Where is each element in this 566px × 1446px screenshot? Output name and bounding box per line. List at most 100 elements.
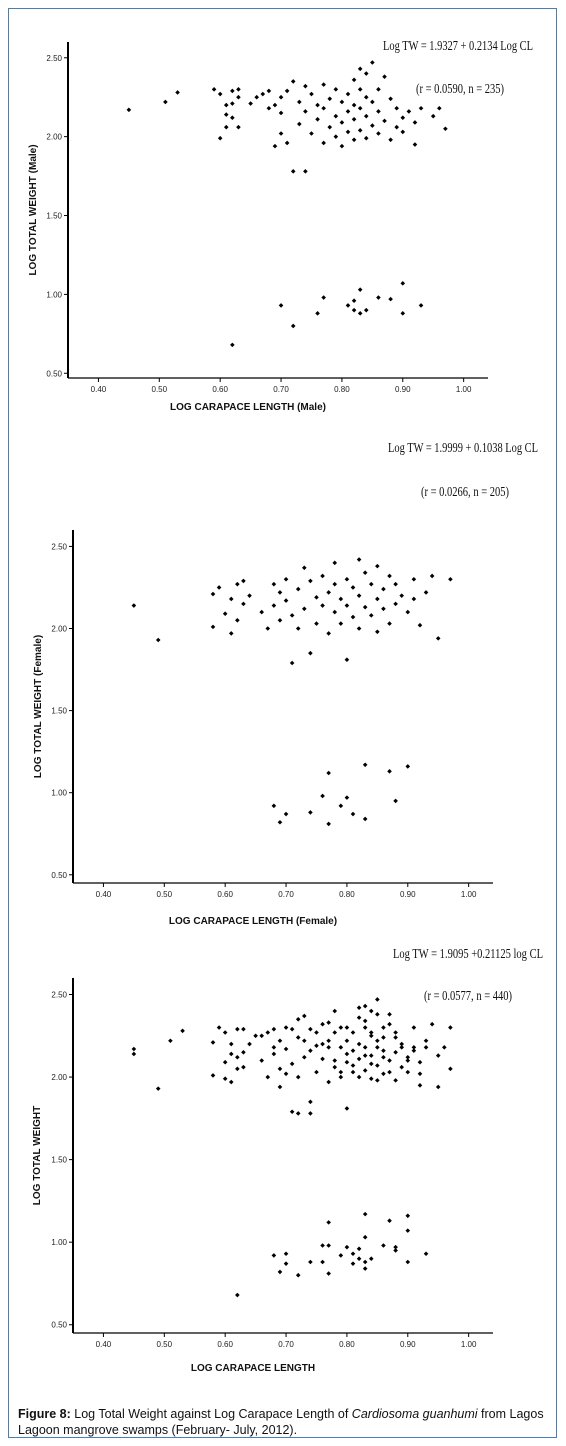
scatter-point (302, 606, 307, 612)
scatter-point (254, 94, 259, 100)
scatter-point (326, 1045, 331, 1050)
figure-caption: Figure 8: Log Total Weight against Log C… (18, 1406, 548, 1438)
scatter-point (332, 1030, 338, 1035)
scatter-point (442, 1045, 447, 1050)
scatter-point (400, 281, 406, 286)
scatter-point (259, 1033, 264, 1039)
scatter-point (405, 609, 411, 615)
scatter-point (417, 1059, 423, 1065)
scatter-point (387, 1058, 392, 1063)
scatter-point (362, 816, 368, 822)
scatter-point (344, 1106, 350, 1111)
y-axis-title: LOG TOTAL WEIGHT (Female) (33, 635, 44, 778)
scatter-point (210, 591, 216, 597)
scatter-point (405, 1069, 411, 1075)
scatter-point (388, 296, 393, 302)
scatter-point (376, 109, 381, 114)
scatter-point (357, 128, 363, 133)
scatter-point (345, 91, 351, 97)
scatter-point (320, 1056, 325, 1062)
scatter-point (320, 1243, 325, 1248)
scatter-point (394, 105, 399, 111)
scatter-point (350, 1261, 356, 1266)
scatter-point (412, 120, 418, 125)
scatter-point (356, 1005, 362, 1011)
y-tick-label: 2.50 (46, 54, 62, 63)
chart-female: 0.40 0.50 0.60 0.70 0.80 0.90 1.00 0.50 1.00 1.50… (33, 441, 538, 927)
scatter-point (309, 131, 314, 136)
scatter-point (423, 1045, 429, 1050)
x-tick-label: 0.60 (217, 890, 233, 899)
scatter-point (362, 1018, 368, 1024)
scatter-point (393, 601, 398, 607)
scatter-point (230, 88, 235, 94)
scatter-point (228, 1051, 234, 1057)
scatter-point (326, 631, 331, 636)
x-tick-label: 1.00 (461, 1340, 477, 1349)
scatter-point (387, 1069, 392, 1075)
scatter-point (326, 821, 331, 827)
scatter-point (277, 1066, 283, 1072)
scatter-point (277, 590, 283, 595)
scatter-point (290, 323, 296, 329)
regression-stats: (r = 0.0266, n = 205) (421, 485, 509, 500)
scatter-point (350, 1063, 356, 1068)
scatter-point (356, 626, 362, 631)
scatter-point (376, 131, 381, 136)
scatter-point (315, 116, 320, 122)
scatter-point (370, 99, 375, 105)
scatter-point (345, 129, 351, 135)
scatter-point (332, 560, 338, 566)
scatter-point (435, 636, 441, 641)
scatter-point (344, 795, 350, 800)
scatter-point (271, 1051, 277, 1057)
scatter-point (388, 96, 393, 102)
x-tick-label: 0.80 (339, 890, 355, 899)
scatter-point (308, 1259, 313, 1265)
x-tick-label: 0.50 (157, 1340, 173, 1349)
scatter-point (393, 1050, 398, 1055)
scatter-point (259, 1058, 264, 1063)
scatter-point (315, 102, 320, 108)
scatter-point (265, 1074, 271, 1080)
scatter-point (362, 1266, 368, 1271)
scatter-point (368, 1061, 374, 1067)
scatter-point (333, 87, 339, 92)
x-tick-label: 0.90 (395, 385, 411, 394)
scatter-point (435, 1084, 441, 1090)
scatter-point (283, 1046, 289, 1052)
scatter-point (411, 1045, 417, 1050)
scatter-point (302, 1038, 307, 1044)
scatter-point (368, 1033, 374, 1039)
scatter-point (412, 142, 418, 147)
scatter-point (247, 593, 252, 598)
y-tick-label: 0.50 (51, 871, 67, 880)
scatter-point (326, 1038, 331, 1044)
scatter-point (363, 94, 369, 100)
y-tick-label: 1.50 (51, 1156, 67, 1165)
scatter-point (448, 1025, 453, 1030)
scatter-point (368, 581, 374, 587)
scatter-point (393, 798, 398, 804)
scatter-point (295, 1035, 301, 1040)
scatter-point (333, 134, 339, 139)
scatter-point (327, 96, 333, 102)
scatter-point (351, 307, 357, 313)
scatter-point (326, 1220, 331, 1225)
scatter-point (344, 1051, 350, 1057)
scatter-point (356, 557, 362, 562)
scatter-point (308, 1099, 313, 1105)
regression-equation: Log TW = 1.9095 +0.21125 log CL (393, 947, 543, 962)
scatter-point (387, 573, 392, 579)
scatter-point (381, 586, 386, 592)
scatter-point (411, 1048, 417, 1053)
scatter-point (283, 576, 289, 582)
scatter-point (228, 1041, 234, 1047)
scatter-point (429, 1021, 435, 1027)
scatter-point (266, 88, 272, 94)
scatter-point (155, 637, 161, 643)
scatter-point (235, 581, 240, 587)
scatter-point (362, 762, 368, 768)
scatter-point (393, 1035, 398, 1040)
scatter-point (326, 1079, 331, 1085)
